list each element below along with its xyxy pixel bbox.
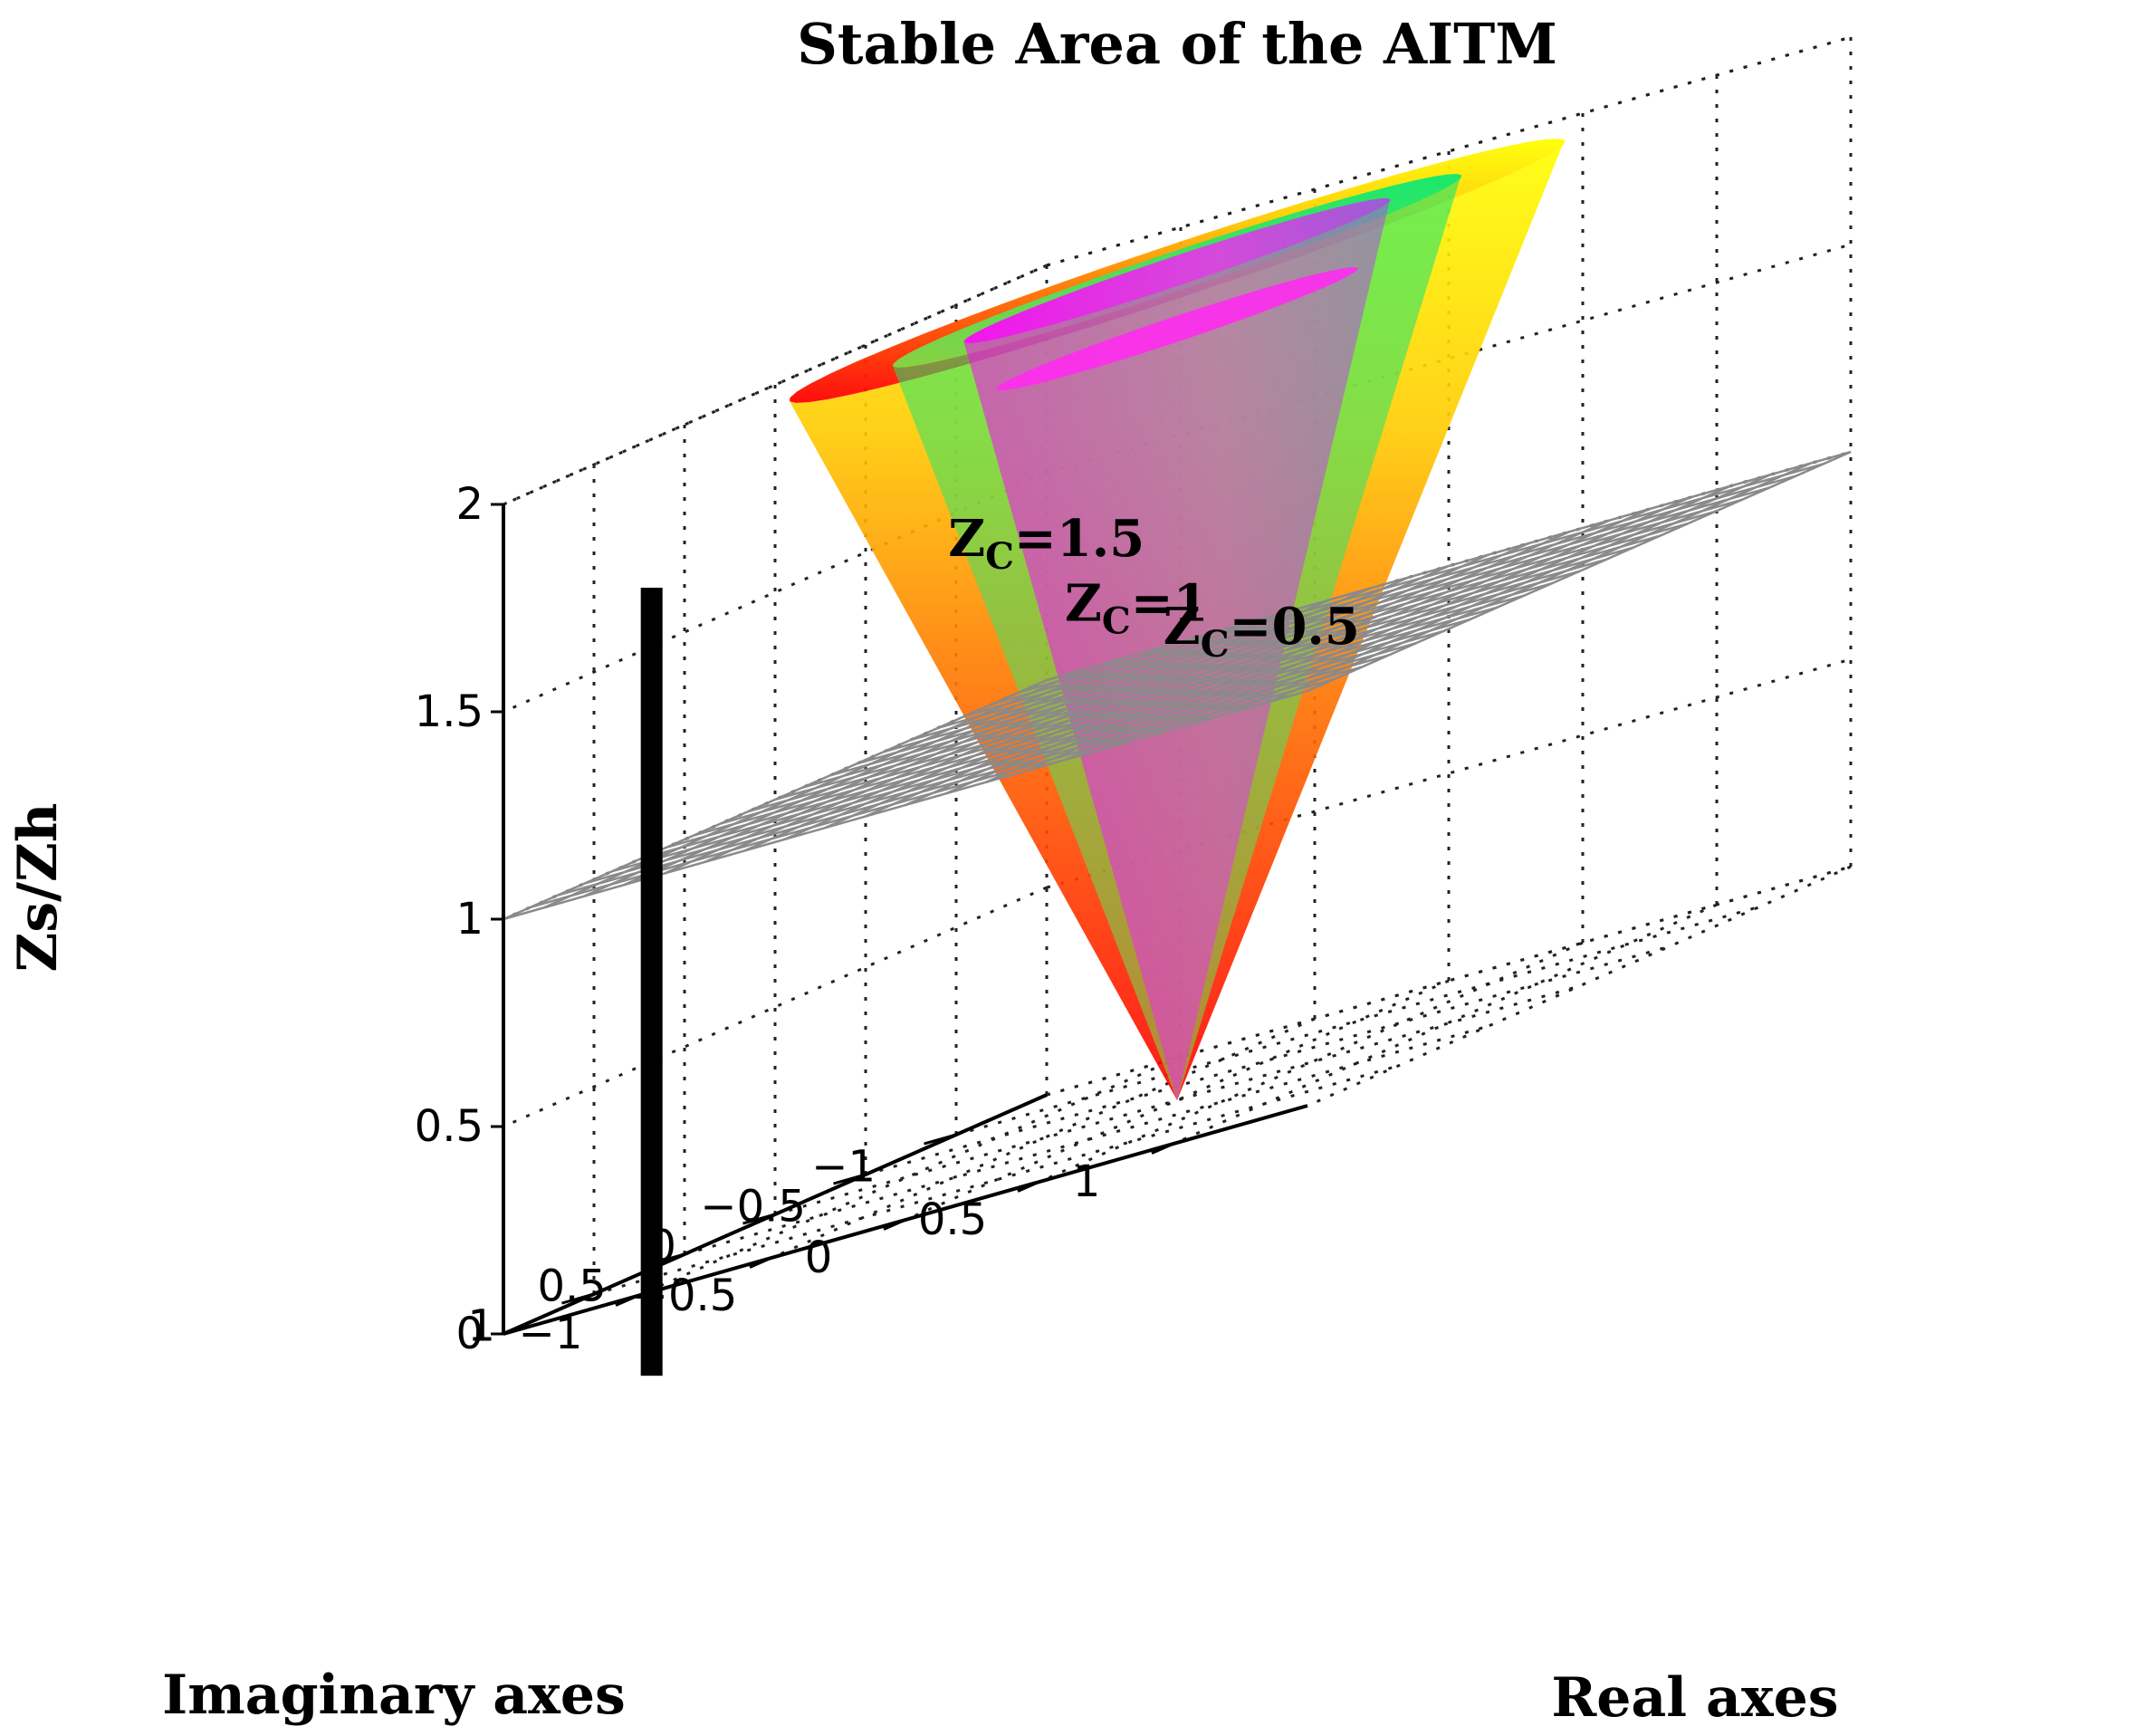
y-axis-label: Imaginary axes (162, 1664, 626, 1727)
chart-title: Stable Area of the AITM (797, 11, 1557, 77)
plane-mesh-line (1267, 462, 1812, 704)
x-tick-label: 1 (1073, 1156, 1101, 1207)
x-tick-label: 0.5 (918, 1194, 987, 1245)
plane-mesh-line (611, 641, 1417, 873)
floor-grid-line (1039, 941, 1584, 1184)
plane-mesh-line (1066, 519, 1611, 761)
z-tick-label: 1.5 (415, 686, 484, 737)
z-tick-label: 1 (455, 894, 484, 945)
plane-mesh (503, 450, 1852, 921)
z-tick-label: 0.5 (415, 1101, 484, 1152)
plane-mesh-line (944, 553, 1489, 795)
wall-grid-line (1046, 865, 1852, 1097)
floor-grid-line (955, 905, 1761, 1137)
cone-label-zc-1.5: ZC=1.5 (948, 509, 1145, 578)
plane-mesh-line (638, 629, 1444, 861)
x-tick-mark (1017, 1180, 1040, 1193)
wall-grid-line (1046, 243, 1852, 475)
cone-surfaces (790, 139, 1565, 1101)
x-tick-label: 0 (805, 1232, 833, 1283)
plane-mesh-line (985, 542, 1530, 783)
x-tick-mark (615, 1294, 638, 1307)
plane-mesh-line (1106, 507, 1651, 750)
cone-inner-opening (996, 267, 1358, 391)
plane-mesh-line (666, 618, 1471, 849)
tick-labels: 00.511.52−1−0.500.51 −1−0.500.51 (415, 479, 1174, 1359)
y-tick-mark (742, 1213, 776, 1225)
plane-mesh-line (1025, 531, 1570, 772)
wall-grid-line (503, 264, 1048, 506)
x-axis-label: Real axes (1551, 1666, 1838, 1730)
plane-mesh-line (1226, 474, 1771, 715)
plane-mesh-line (693, 606, 1499, 837)
y-tick-label: −1 (811, 1141, 876, 1192)
z-tick-label: 2 (455, 479, 484, 530)
top-edge-line (1046, 35, 1852, 267)
z-axis-label: Zs/Zh (6, 803, 70, 973)
plane-mesh-line (530, 677, 1336, 909)
y-tick-label: 1 (467, 1300, 495, 1351)
plane-mesh-line (1307, 450, 1852, 693)
y-tick-mark (561, 1292, 595, 1305)
wall-grid-line (503, 886, 1048, 1128)
top-edge-line (503, 264, 1048, 506)
vertical-bar (640, 587, 663, 1376)
plane-mesh-line (584, 654, 1390, 885)
floor-grid-line (593, 1064, 1399, 1296)
cone-label-zc-0.5: ZC=0.5 (1164, 597, 1360, 666)
y-tick-label: 0.5 (538, 1261, 607, 1311)
x-tick-label: −0.5 (632, 1271, 738, 1321)
wall-grid-line (1046, 657, 1852, 889)
plane-mesh-line (774, 570, 1580, 801)
plane-mesh-line (720, 594, 1526, 825)
vertical-bar-mark (640, 587, 663, 1376)
plane-mesh-line (747, 581, 1553, 813)
plane-mesh-line (1186, 484, 1731, 726)
plane-mesh-line (557, 666, 1363, 897)
y-tick-mark (833, 1173, 867, 1185)
floor-grid-line (865, 945, 1671, 1176)
floor-grid-line (637, 1055, 1182, 1298)
floor-grid-line (684, 1024, 1489, 1256)
z-tick-label: 0 (455, 1309, 484, 1359)
x-tick-mark (1151, 1142, 1174, 1155)
plane-mesh-line (503, 689, 1308, 921)
cone-body-zc-1.5 (963, 198, 1391, 1100)
x-tick-mark (749, 1256, 772, 1269)
wall-grid-line (503, 471, 1048, 714)
floor-grid-line (905, 979, 1450, 1222)
floor-grid-line (774, 984, 1580, 1216)
cone-annotations: ZC=0.5ZC=1ZC=1.5 (948, 509, 1360, 666)
y-tick-mark (652, 1252, 685, 1265)
x-tick-mark (883, 1218, 906, 1231)
y-tick-mark (924, 1133, 957, 1146)
y-tick-label: −0.5 (700, 1181, 806, 1232)
cone-label-zc-1: ZC=1 (1065, 574, 1209, 643)
floor-grid-line (1307, 865, 1852, 1108)
x-tick-label: −1 (519, 1309, 583, 1359)
cone-rim-zc-1.5 (963, 197, 1391, 344)
plane-mesh-line (1145, 496, 1690, 738)
